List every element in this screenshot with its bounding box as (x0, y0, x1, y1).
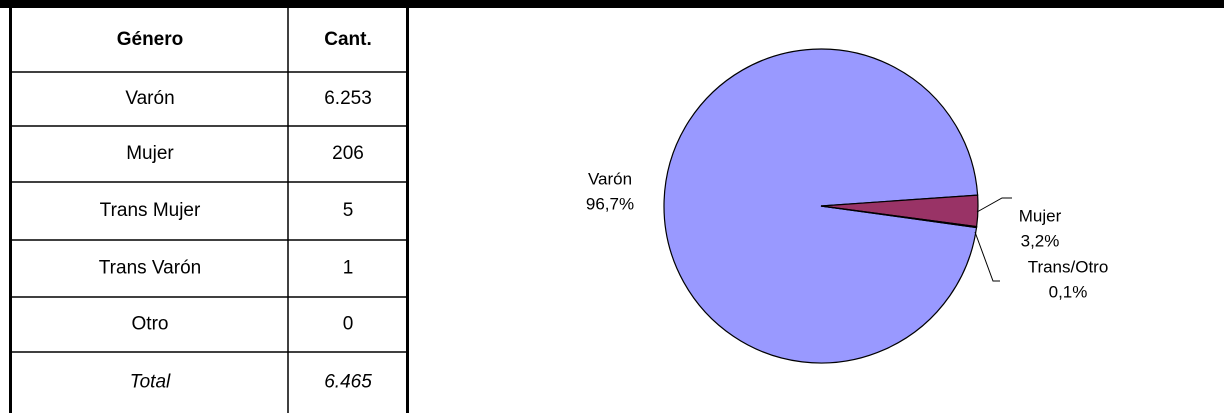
slice-value-label: 96,7% (586, 194, 634, 213)
table-right-border (406, 0, 409, 413)
table-cell: Mujer (126, 143, 174, 164)
slice-label: Mujer (1019, 206, 1062, 225)
table-cell: Otro (132, 314, 169, 335)
pie-slice (663, 48, 979, 364)
slice-value-label: 3,2% (1021, 231, 1060, 250)
top-border (0, 0, 1224, 8)
table-cell: Varón (125, 88, 174, 109)
table-cell: 0 (343, 314, 354, 335)
table-left-border (9, 0, 12, 413)
table-cell: 5 (343, 200, 354, 221)
slice-label: Varón (588, 169, 632, 188)
pie-slice (820, 205, 978, 229)
header-cell: Género (117, 29, 184, 50)
table-cell: 206 (332, 143, 364, 164)
table-cell: Trans Mujer (100, 200, 201, 221)
table-cell: Total (130, 372, 171, 393)
slice-value-label: 0,1% (1049, 282, 1088, 301)
leader-line (974, 231, 1000, 282)
header-cell: Cant. (324, 29, 372, 50)
leader-line (976, 197, 1012, 213)
table-cell: 6.253 (324, 88, 372, 109)
slice-label: Trans/Otro (1028, 257, 1109, 276)
table-cell: Trans Varón (99, 258, 201, 279)
table-cell: 1 (343, 258, 354, 279)
table-cell: 6.465 (324, 372, 372, 393)
